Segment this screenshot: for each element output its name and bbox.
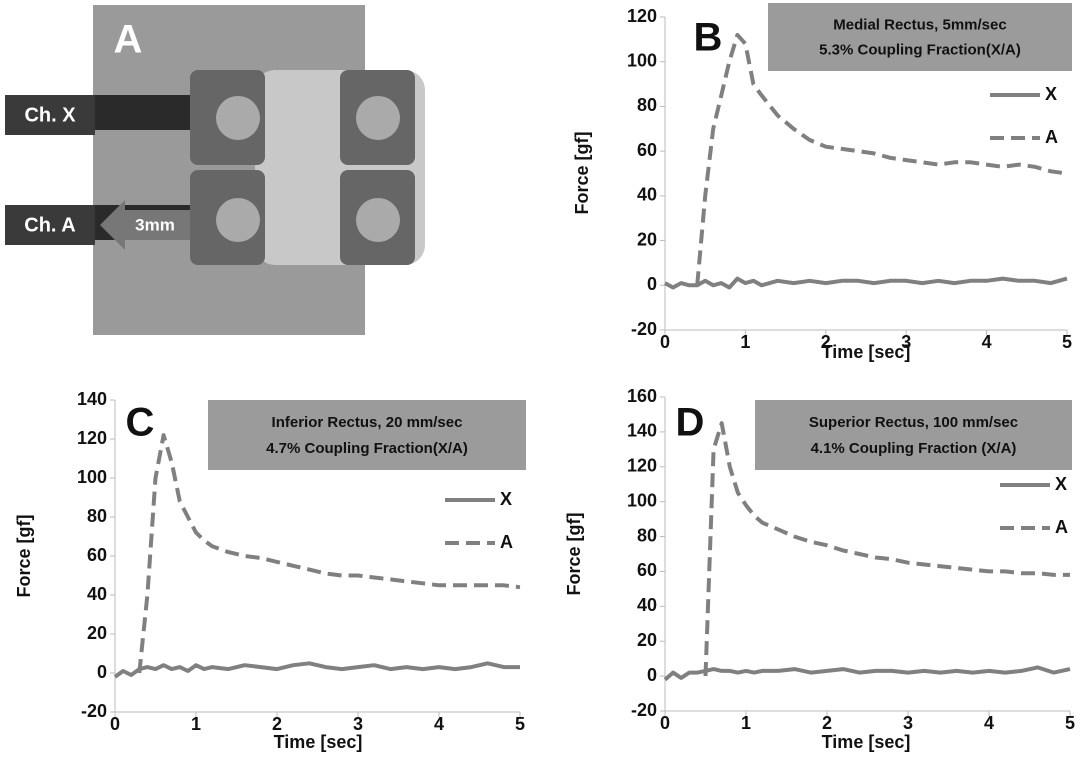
y-tick-label: 20	[637, 630, 657, 650]
series-line	[663, 665, 1071, 682]
y-tick-label: -20	[81, 701, 107, 721]
x-tick-label: 4	[434, 714, 444, 734]
y-axis-label: Force [gf]	[572, 132, 592, 215]
legend-label: X	[500, 489, 512, 509]
channel-label: Ch. A	[24, 214, 75, 236]
y-tick-label: 40	[87, 584, 107, 604]
displacement-label: 3mm	[135, 215, 175, 234]
x-tick-label: 0	[660, 713, 670, 733]
annotation-box	[768, 3, 1072, 71]
legend-label: A	[1045, 127, 1058, 147]
screw	[216, 198, 260, 242]
y-tick-label: 80	[637, 525, 657, 545]
y-tick-label: 160	[627, 386, 657, 406]
x-axis-label: Time [sec]	[822, 732, 911, 752]
panel-label: A	[114, 18, 143, 62]
y-tick-label: 140	[627, 421, 657, 441]
y-tick-label: -20	[631, 319, 657, 339]
x-tick-label: 3	[353, 714, 363, 734]
x-tick-label: 1	[741, 713, 751, 733]
chart-title: Superior Rectus, 100 mm/sec	[809, 414, 1018, 431]
series-line	[695, 32, 1068, 286]
x-axis-label: Time [sec]	[822, 342, 911, 362]
panel-label: B	[694, 16, 723, 60]
x-tick-label: 2	[821, 332, 831, 352]
y-tick-label: 60	[87, 545, 107, 565]
y-tick-label: 20	[637, 229, 657, 249]
y-tick-label: 0	[97, 662, 107, 682]
x-tick-label: 2	[822, 713, 832, 733]
y-tick-label: 120	[77, 428, 107, 448]
screw	[356, 198, 400, 242]
channel-box	[5, 205, 95, 245]
y-axis-label: Force [gf]	[14, 515, 34, 598]
y-axis-label: Force [gf]	[564, 513, 584, 596]
y-tick-label: 120	[627, 6, 657, 26]
annotation-box	[208, 400, 526, 470]
screw	[216, 96, 260, 140]
x-tick-label: 1	[740, 332, 750, 352]
annotation-box	[755, 400, 1072, 470]
series-line	[703, 421, 1070, 677]
x-tick-label: 4	[982, 332, 992, 352]
x-tick-label: 0	[110, 714, 120, 734]
y-tick-label: 20	[87, 623, 107, 643]
x-tick-label: 2	[272, 714, 282, 734]
x-tick-label: 1	[191, 714, 201, 734]
screw	[356, 96, 400, 140]
panel-label: D	[676, 401, 705, 445]
x-tick-label: 5	[1062, 332, 1072, 352]
chart-title: Inferior Rectus, 20 mm/sec	[272, 414, 463, 431]
y-tick-label: 0	[647, 665, 657, 685]
panel-label: C	[126, 401, 155, 445]
y-tick-label: 80	[87, 506, 107, 526]
y-tick-label: 60	[637, 560, 657, 580]
channel-box	[5, 95, 95, 135]
x-tick-label: 4	[984, 713, 994, 733]
x-tick-label: 3	[901, 332, 911, 352]
y-tick-label: 40	[637, 185, 657, 205]
y-tick-label: -20	[631, 700, 657, 720]
y-tick-label: 100	[627, 50, 657, 70]
chart-subtitle: 4.7% Coupling Fraction(X/A)	[266, 440, 468, 457]
legend-label: X	[1045, 84, 1057, 104]
legend-label: A	[1055, 517, 1068, 537]
y-tick-label: 80	[637, 95, 657, 115]
y-tick-label: 120	[627, 456, 657, 476]
channel-label: Ch. X	[24, 104, 76, 126]
x-tick-label: 3	[903, 713, 913, 733]
photo-panel: A Ch. X Ch. A 3mm	[5, 5, 425, 335]
y-tick-label: 40	[637, 595, 657, 615]
series-line	[113, 661, 520, 679]
x-tick-label: 0	[660, 332, 670, 352]
chart-title: Medial Rectus, 5mm/sec	[833, 16, 1006, 33]
y-tick-label: 140	[77, 389, 107, 409]
y-tick-label: 100	[627, 490, 657, 510]
chart-subtitle: 5.3% Coupling Fraction(X/A)	[819, 42, 1021, 59]
chart-subtitle: 4.1% Coupling Fraction (X/A)	[811, 440, 1017, 457]
x-tick-label: 5	[1065, 713, 1075, 733]
legend-label: A	[500, 532, 513, 552]
series-line	[137, 433, 521, 674]
x-tick-label: 5	[515, 714, 525, 734]
legend-label: X	[1055, 474, 1067, 494]
y-tick-label: 60	[637, 140, 657, 160]
series-line	[664, 276, 1068, 290]
arrow	[100, 200, 190, 250]
y-tick-label: 0	[647, 274, 657, 294]
x-axis-label: Time [sec]	[274, 732, 363, 752]
y-tick-label: 100	[77, 467, 107, 487]
